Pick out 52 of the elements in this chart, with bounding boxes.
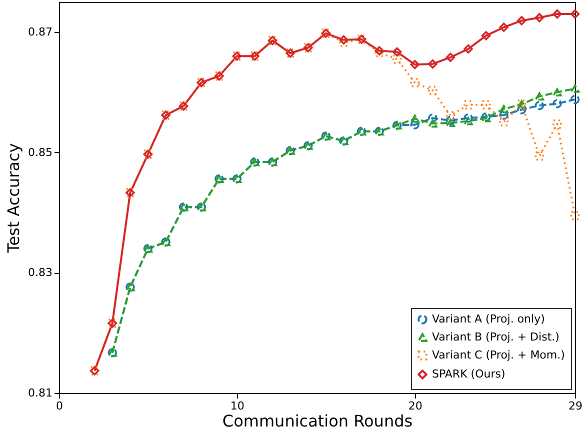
point [517, 105, 526, 114]
point [392, 47, 402, 57]
point [428, 59, 438, 69]
point [446, 111, 456, 120]
y-tick-label: 0.85 [28, 146, 52, 159]
legend-label: SPARK (Ours) [432, 368, 506, 380]
point [428, 86, 438, 96]
point [517, 16, 526, 26]
point [481, 31, 491, 40]
point [428, 119, 438, 128]
point [534, 92, 544, 101]
point [552, 9, 562, 19]
legend-label: Variant A (Proj. only) [432, 312, 545, 326]
point [410, 78, 420, 88]
point [410, 114, 420, 123]
point [392, 54, 402, 64]
point [570, 9, 580, 19]
point [446, 118, 456, 128]
x-tick-label: 0 [56, 400, 63, 412]
point [410, 120, 420, 130]
point [552, 88, 562, 96]
y-tick-label: 0.83 [28, 266, 52, 280]
legend-label: Variant B (Proj. + Dist.) [432, 330, 560, 344]
point [410, 60, 420, 70]
point [446, 52, 456, 62]
point [570, 210, 580, 220]
x-axis-title: Communication Rounds [222, 412, 413, 430]
point [481, 100, 491, 110]
point [499, 117, 508, 126]
x-tick-label: 29 [568, 400, 582, 412]
x-tick-label: 10 [230, 400, 244, 412]
point [339, 38, 348, 47]
y-tick-label: 0.87 [28, 26, 52, 39]
y-tick-label: 0.81 [28, 386, 52, 400]
point [464, 113, 473, 123]
point [464, 44, 473, 54]
point [534, 100, 544, 110]
point [499, 22, 508, 32]
y-axis-title: Test Accuracy [4, 143, 24, 254]
legend-label: Variant C (Proj. + Mom.) [432, 348, 565, 362]
point [499, 104, 508, 114]
point [428, 113, 438, 123]
point [464, 100, 473, 110]
point [552, 120, 562, 129]
point [552, 99, 562, 108]
point [534, 151, 544, 161]
point [570, 84, 580, 93]
point [464, 116, 473, 126]
point [339, 35, 348, 45]
point [534, 13, 544, 22]
point [499, 110, 508, 120]
x-tick-label: 20 [408, 400, 422, 412]
